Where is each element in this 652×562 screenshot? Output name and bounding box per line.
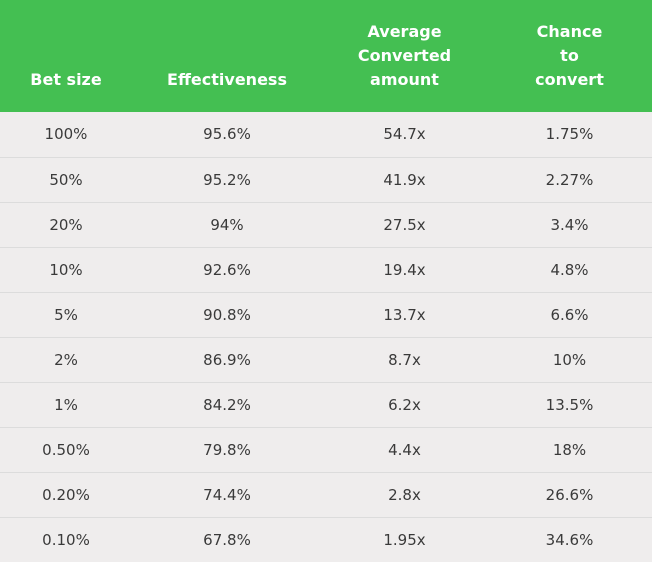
average-converted-amount-cell: 27.5x [322, 201, 487, 247]
table-row: 2% 86.9% 8.7x 10% [0, 336, 652, 382]
bet-size-cell: 0.50% [0, 426, 132, 472]
table-row: 50% 95.2% 41.9x 2.27% [0, 156, 652, 202]
chance-to-convert-cell: 2.27% [487, 156, 652, 202]
header-chance-to-convert: Chance to convert [535, 22, 604, 89]
bet-size-cell: 50% [0, 156, 132, 202]
effectiveness-cell: 92.6% [132, 246, 322, 292]
bet-size-cell: 10% [0, 246, 132, 292]
chance-to-convert-cell: 1.75% [545, 125, 594, 144]
chance-to-convert-cell: 13.5% [487, 381, 652, 427]
bet-size-cell: 100% [44, 125, 88, 144]
average-converted-amount-cell: 2.8x [322, 471, 487, 517]
table-row: 10% 92.6% 19.4x 4.8% [0, 246, 652, 292]
effectiveness-cell: 95.2% [132, 156, 322, 202]
table-row: 5% 90.8% 13.7x 6.6% [0, 291, 652, 337]
chance-to-convert-cell: 18% [487, 426, 652, 472]
effectiveness-cell: 94% [132, 201, 322, 247]
effectiveness-cell: 90.8% [132, 291, 322, 337]
chance-to-convert-cell: 3.4% [487, 201, 652, 247]
table-row: 0.10% 67.8% 1.95x 34.6% [0, 516, 652, 562]
table-row: 0.50% 79.8% 4.4x 18% [0, 426, 652, 472]
table-row: 100% 95.6% 54.7x 1.75% [0, 112, 652, 157]
table-row: 1% 84.2% 6.2x 13.5% [0, 381, 652, 427]
average-converted-amount-cell: 8.7x [322, 336, 487, 382]
bet-size-cell: 20% [0, 201, 132, 247]
chance-to-convert-cell: 34.6% [487, 516, 652, 562]
effectiveness-cell: 79.8% [132, 426, 322, 472]
effectiveness-cell: 95.6% [203, 125, 251, 144]
bet-size-cell: 0.10% [0, 516, 132, 562]
header-row: Bet size Effectiveness Average Converted… [0, 0, 652, 112]
header-effectiveness: Effectiveness [167, 70, 287, 89]
average-converted-amount-cell: 6.2x [322, 381, 487, 427]
chance-to-convert-cell: 10% [487, 336, 652, 382]
chance-to-convert-cell: 6.6% [487, 291, 652, 337]
average-converted-amount-cell: 1.95x [322, 516, 487, 562]
average-converted-amount-cell: 54.7x [383, 125, 426, 144]
table-body: 100% 95.6% 54.7x 1.75% 50% 95.2% 41.9x 2.27% 20%… [0, 112, 652, 562]
table-row: 0.20% 74.4% 2.8x 26.6% [0, 471, 652, 517]
effectiveness-cell: 84.2% [132, 381, 322, 427]
average-converted-amount-cell: 4.4x [322, 426, 487, 472]
average-converted-amount-cell: 19.4x [322, 246, 487, 292]
average-converted-amount-cell: 41.9x [322, 156, 487, 202]
bet-size-cell: 2% [0, 336, 132, 382]
bet-size-cell: 0.20% [0, 471, 132, 517]
bet-size-cell: 1% [0, 381, 132, 427]
header-bet-size: Bet size [30, 70, 102, 89]
effectiveness-cell: 67.8% [132, 516, 322, 562]
effectiveness-cell: 86.9% [132, 336, 322, 382]
table-header: Bet size Effectiveness Average Converted… [0, 0, 652, 112]
table-row: 20% 94% 27.5x 3.4% [0, 201, 652, 247]
header-average-converted-amount: Average Converted amount [357, 22, 452, 89]
effectiveness-cell: 74.4% [132, 471, 322, 517]
bet-size-cell: 5% [0, 291, 132, 337]
chance-to-convert-cell: 26.6% [487, 471, 652, 517]
chance-to-convert-cell: 4.8% [487, 246, 652, 292]
average-converted-amount-cell: 13.7x [322, 291, 487, 337]
